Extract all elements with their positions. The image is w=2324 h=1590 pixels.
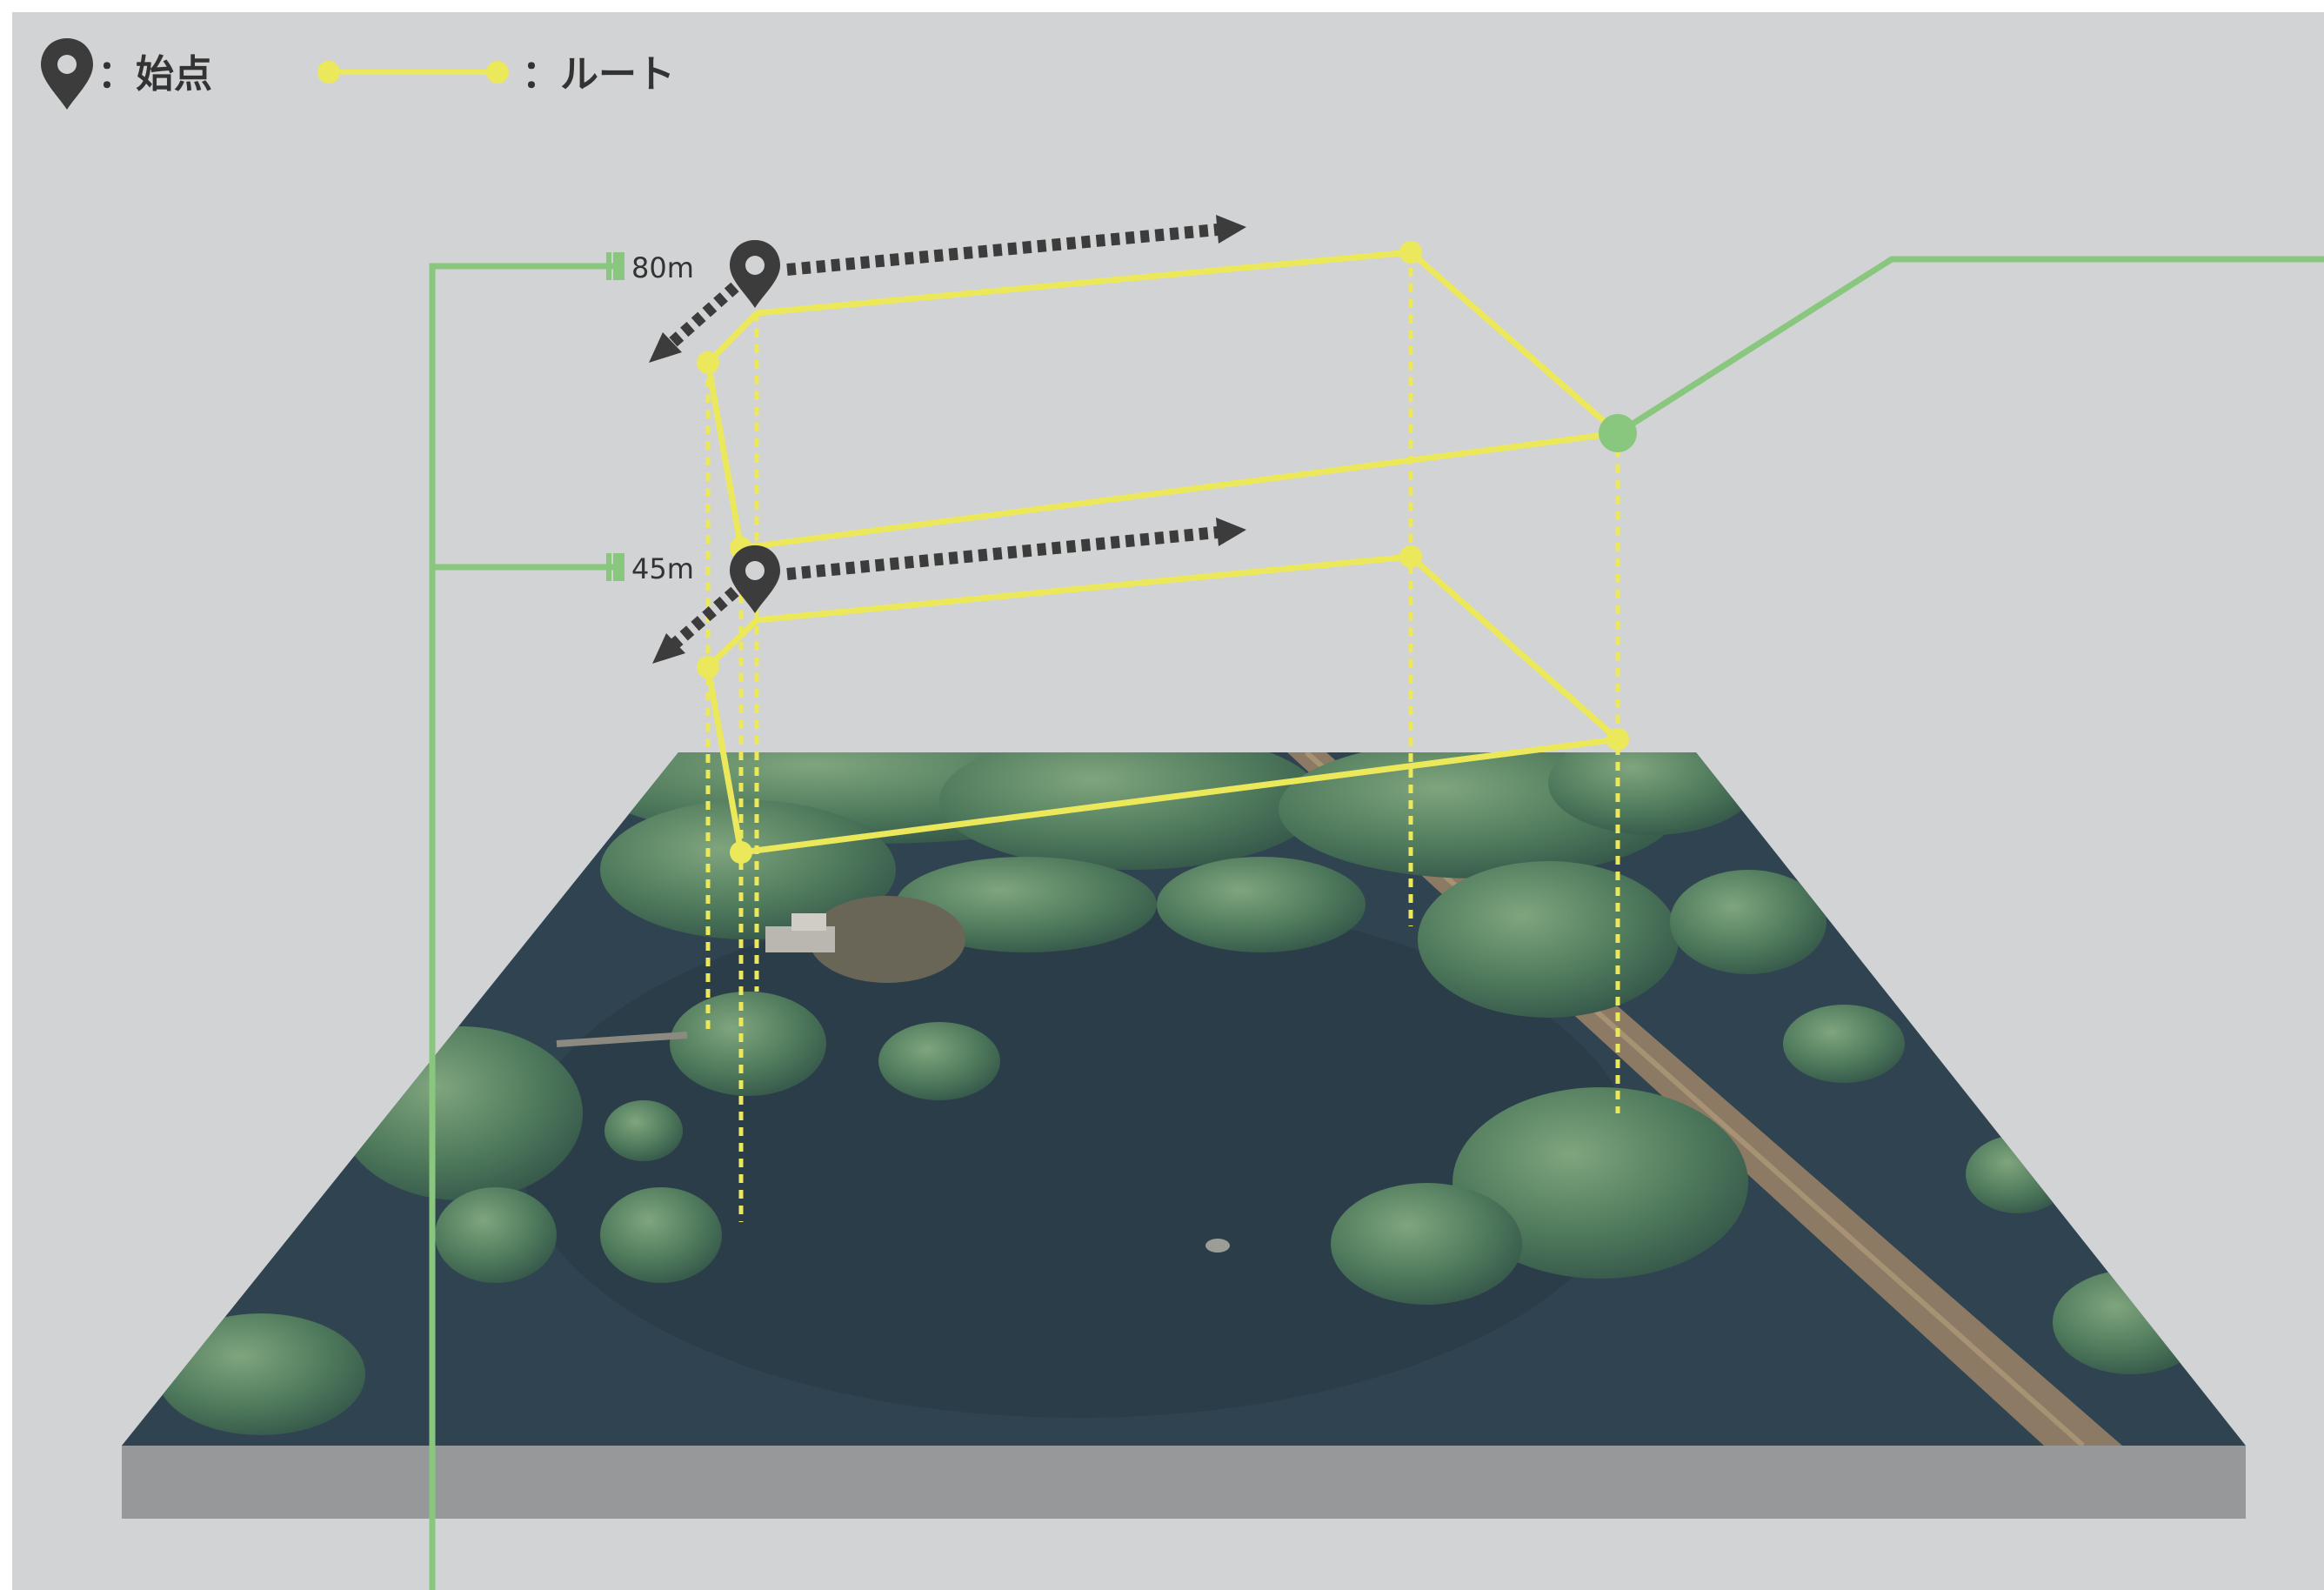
- start-pin-45m: [730, 545, 780, 613]
- altitude-callout-line: [1616, 256, 2324, 436]
- route-80m: [705, 249, 1621, 551]
- altitude-indicator: [429, 256, 2324, 1590]
- direction-arrows-45m: [652, 518, 1246, 664]
- altitude-callout-dot: [1599, 414, 1637, 452]
- direction-arrow: [671, 586, 739, 649]
- direction-arrows-80m: [649, 215, 1246, 363]
- map-pin-icon: [41, 38, 93, 110]
- arrow-head-icon: [1216, 518, 1246, 546]
- aerial-ground-block: [122, 752, 2246, 1519]
- arrow-head-icon: [652, 633, 685, 664]
- arrow-head-icon: [1216, 215, 1246, 244]
- waypoint: [1399, 545, 1422, 568]
- altitude-scale-line: [429, 263, 613, 1590]
- altitude-label-80m: 80m: [631, 251, 694, 284]
- altitude-label-45m: 45m: [631, 552, 694, 585]
- waypoint: [1399, 241, 1422, 264]
- waypoint: [730, 841, 752, 864]
- start-pin-80m: [730, 240, 780, 308]
- waypoint: [697, 656, 719, 678]
- waypoint: [697, 351, 719, 374]
- route-line-sample: [317, 61, 509, 84]
- route-45m-waypoints: [697, 545, 1629, 864]
- route-80m-waypoints: [697, 241, 1422, 559]
- altitude-ticks: [606, 252, 624, 581]
- legend: ：始点 ：ルート: [41, 38, 675, 110]
- arrow-head-icon: [649, 332, 682, 363]
- aerial-photo-detail: [157, 752, 2209, 1446]
- ground-base-edge: [122, 1446, 2246, 1519]
- direction-arrow: [786, 526, 1219, 580]
- legend-route-label: ：ルート: [522, 52, 675, 97]
- direction-arrow: [786, 224, 1219, 276]
- legend-start-label: ：始点: [97, 52, 212, 97]
- direction-arrow: [667, 282, 739, 349]
- waypoint: [1606, 728, 1629, 751]
- projection-lines: [705, 252, 1620, 1222]
